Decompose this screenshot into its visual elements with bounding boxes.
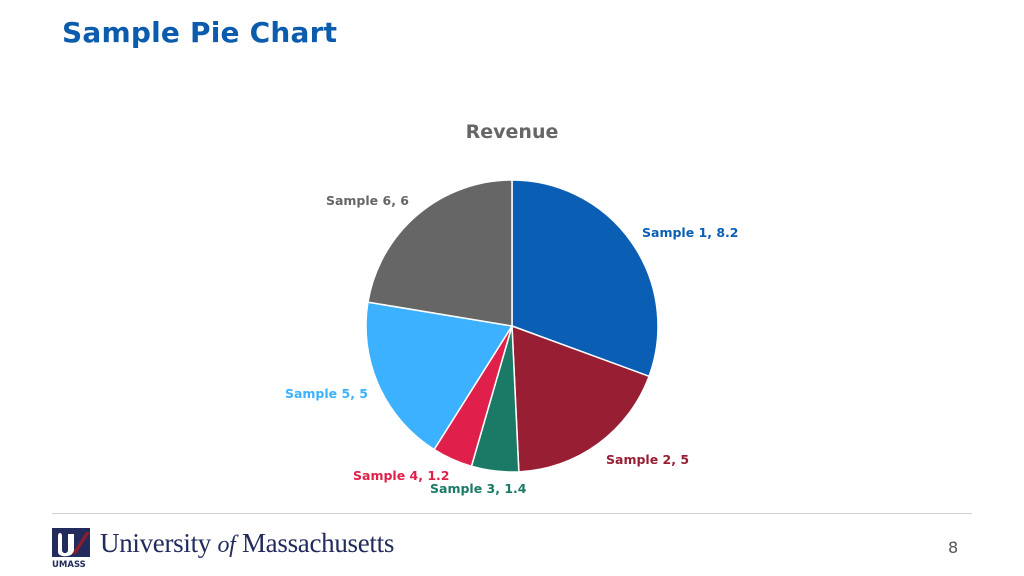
data-label-sample-1: Sample 1, 8.2 [642,225,738,240]
pie-slice-sample-6 [367,179,513,327]
logo-state: Massachusetts [235,528,395,558]
pie-slice-sample-1 [511,179,659,378]
logo-of: of [217,532,236,558]
chart-title: Revenue [466,121,559,143]
umass-logo-icon: UMASS [52,528,90,568]
page-number: 8 [948,538,959,557]
data-label-sample-2: Sample 2, 5 [606,452,689,467]
pie-slice-sample-5 [365,301,514,451]
data-label-sample-4: Sample 4, 1.2 [353,468,449,483]
logo-university: University [100,528,218,558]
data-label-sample-5: Sample 5, 5 [285,386,368,401]
footer-divider [52,513,972,514]
slide-title: Sample Pie Chart [62,16,338,49]
data-label-sample-3: Sample 3, 1.4 [430,481,527,496]
pie-slice-sample-2 [511,324,651,473]
university-logo-text: University of Massachusetts [100,528,394,559]
data-label-sample-6: Sample 6, 6 [326,193,409,208]
logo-badge-text: UMASS [52,560,86,568]
